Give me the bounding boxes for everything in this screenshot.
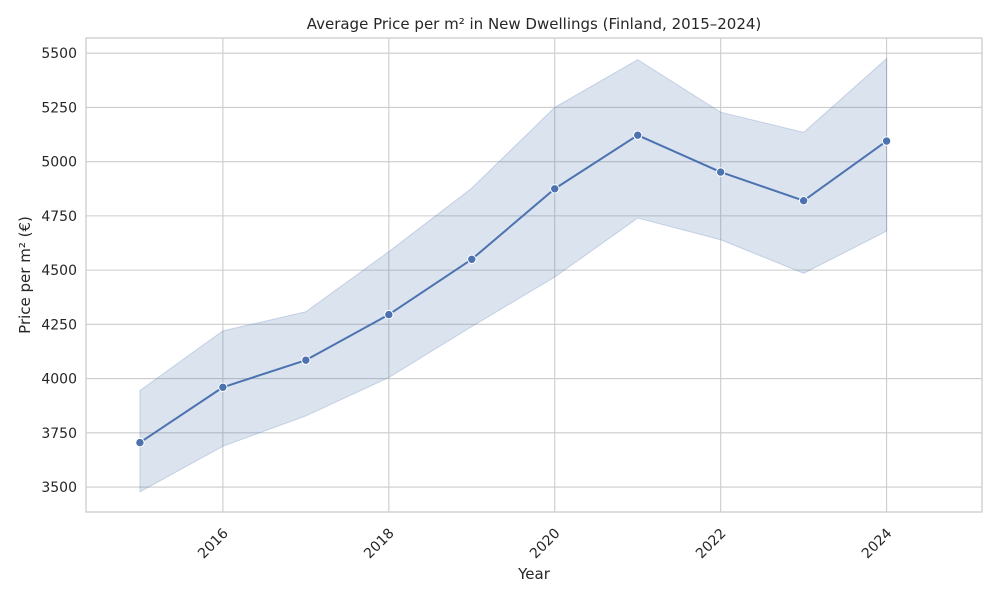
data-point xyxy=(467,254,477,264)
y-tick-label: 5500 xyxy=(41,46,77,62)
data-point xyxy=(798,196,809,206)
confidence-band-layer xyxy=(139,57,888,493)
data-point xyxy=(550,184,560,194)
y-axis-label: Price per m² (€) xyxy=(16,216,34,334)
plot-frame xyxy=(85,37,983,513)
data-point xyxy=(633,130,643,140)
x-tick-label: 2024 xyxy=(859,525,896,562)
y-tick-label: 4500 xyxy=(41,263,77,279)
x-tick-label: 2022 xyxy=(693,526,730,563)
y-tick-label: 3500 xyxy=(41,480,77,496)
data-point xyxy=(384,309,394,320)
data-point xyxy=(881,136,892,146)
data-point xyxy=(715,167,726,177)
y-tick-label: 4000 xyxy=(41,372,77,388)
x-tick-label: 2016 xyxy=(195,525,232,562)
x-tick-label: 2018 xyxy=(361,526,398,563)
series-line-layer xyxy=(139,134,888,444)
chart-title: Average Price per m² in New Dwellings (F… xyxy=(307,15,762,33)
grid xyxy=(86,38,982,512)
y-tick-label: 5000 xyxy=(41,155,77,171)
x-tick-label: 2020 xyxy=(527,526,564,563)
y-tick-label: 4250 xyxy=(41,317,77,333)
data-point xyxy=(135,437,145,448)
series-line xyxy=(139,134,888,444)
data-point xyxy=(301,355,311,365)
y-tick-label: 3750 xyxy=(41,426,77,442)
y-tick-label: 4750 xyxy=(41,209,77,225)
confidence-band xyxy=(139,57,888,493)
series-points-layer xyxy=(135,130,892,448)
data-point xyxy=(218,382,228,392)
y-tick-label: 5250 xyxy=(41,100,77,116)
x-axis-label: Year xyxy=(517,565,551,583)
